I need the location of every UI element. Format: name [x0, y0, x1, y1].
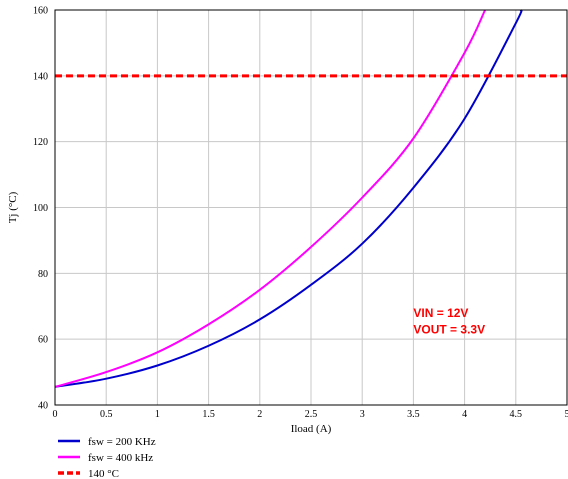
x-tick-label: 3: [360, 409, 365, 420]
x-tick-label: 2: [257, 409, 262, 420]
y-tick-label: 160: [33, 6, 48, 17]
y-axis-label: Tj (°C): [7, 191, 19, 223]
x-tick-label: 2.5: [305, 409, 318, 420]
series-line-fsw-200-khz: [54, 9, 523, 388]
y-tick-label: 120: [33, 137, 48, 148]
legend-label: fsw = 400 kHz: [88, 452, 153, 464]
x-tick-label: 0: [53, 409, 58, 420]
annotations: VIN = 12V VOUT = 3.3V: [413, 306, 485, 336]
y-tick-labels: 40 60 80 100 120 140 160: [33, 6, 48, 412]
y-tick-label: 140: [33, 71, 48, 82]
y-tick-label: 40: [38, 401, 48, 412]
x-tick-label: 3.5: [407, 409, 420, 420]
plot-frame: [54, 9, 568, 406]
y-tick-label: 80: [38, 269, 48, 280]
y-tick-label: 100: [33, 203, 48, 214]
grid: [54, 9, 568, 406]
legend: fsw = 200 KHz fsw = 400 kHz 140 °C: [58, 436, 156, 479]
legend-label: fsw = 200 KHz: [88, 436, 156, 448]
y-tick-label: 60: [38, 335, 48, 346]
series-group: [54, 9, 567, 388]
x-tick-label: 1.5: [202, 409, 215, 420]
annotation-text: VOUT = 3.3V: [413, 322, 485, 336]
series-line-fsw-400-khz: [54, 9, 486, 388]
x-tick-label: 4: [462, 409, 467, 420]
x-tick-label: 1: [155, 409, 160, 420]
x-tick-label: 0.5: [100, 409, 113, 420]
x-tick-label: 5: [565, 409, 568, 420]
x-tick-labels: 0 0.5 1 1.5 2 2.5 3 3.5 4 4.5 5: [53, 409, 568, 420]
legend-label: 140 °C: [88, 468, 119, 479]
x-axis-label: Iload (A): [291, 423, 332, 435]
x-tick-label: 4.5: [510, 409, 523, 420]
annotation-text: VIN = 12V: [413, 306, 468, 320]
